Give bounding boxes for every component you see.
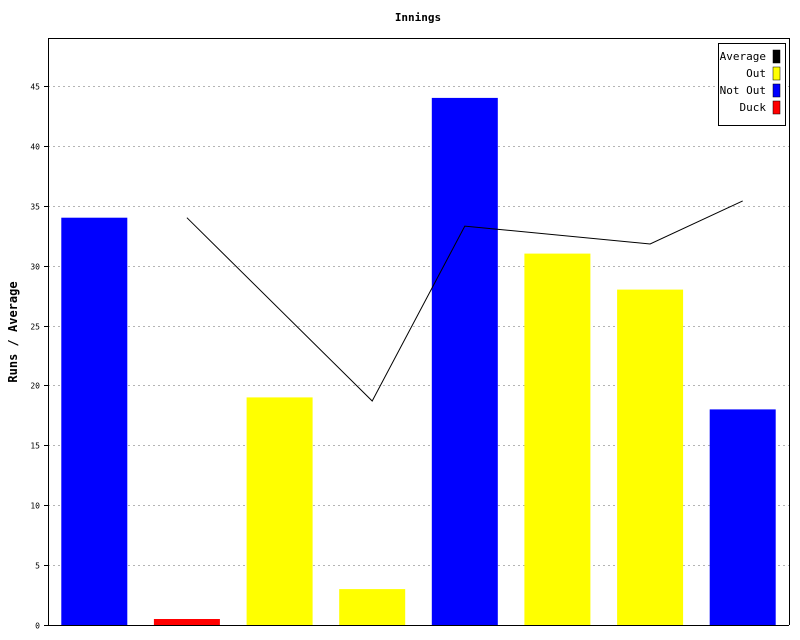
bar (246, 397, 313, 625)
bar (617, 289, 684, 625)
y-tick-label: 25 (30, 323, 40, 332)
y-tick-label: 15 (30, 442, 40, 451)
y-tick-label: 5 (35, 562, 40, 571)
y-tick-label: 10 (30, 502, 40, 511)
axes (44, 38, 790, 626)
y-tick-label: 45 (30, 83, 40, 92)
legend-label: Not Out (720, 84, 766, 97)
average-line-group (186, 200, 743, 402)
y-axis-label: Runs / Average (6, 281, 20, 382)
y-tick-label: 0 (35, 622, 40, 631)
bar (339, 589, 406, 625)
legend-swatch (772, 83, 781, 98)
y-tick-label: 30 (30, 263, 40, 272)
y-tick-labels: 0 5 10 15 20 25 30 35 40 45 (30, 83, 40, 631)
legend-label: Out (746, 67, 766, 80)
legend-swatch (772, 66, 781, 81)
bars (61, 97, 776, 625)
bar (153, 619, 220, 625)
chart-title: Innings (395, 11, 441, 24)
y-tick-label: 35 (30, 203, 40, 212)
bar (61, 217, 128, 625)
average-line (186, 200, 743, 402)
gridlines (48, 86, 789, 566)
legend-swatch (772, 100, 781, 115)
legend-label: Duck (740, 101, 767, 114)
bar (709, 409, 776, 625)
bar (524, 253, 591, 625)
legend-label: Average (720, 50, 766, 63)
legend: Average Out Not Out Duck (718, 43, 786, 126)
y-tick-label: 20 (30, 382, 40, 391)
bar (431, 97, 498, 625)
y-tick-label: 40 (30, 143, 40, 152)
legend-swatch (772, 49, 781, 64)
